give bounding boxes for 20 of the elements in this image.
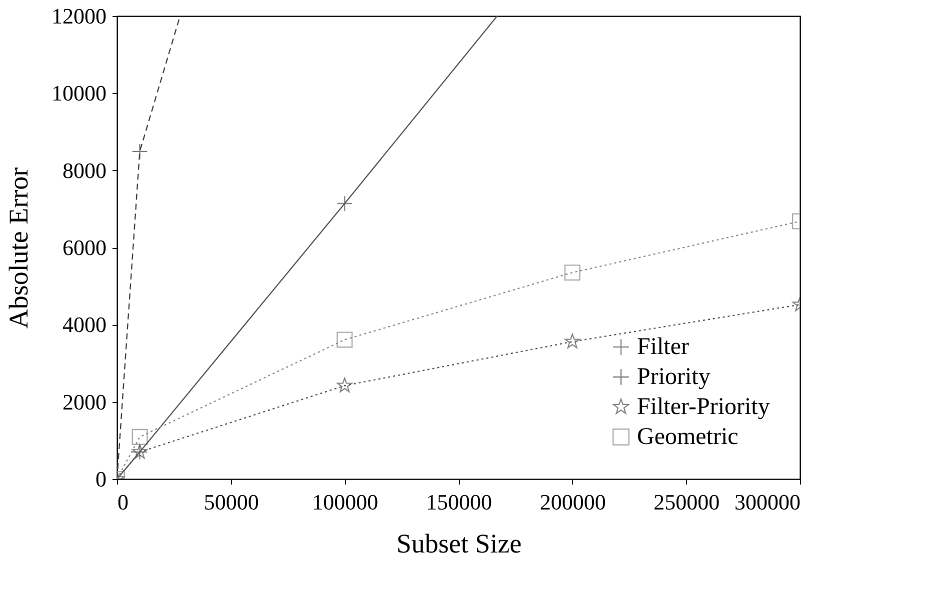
y-axis-title: Absolute Error <box>4 167 34 329</box>
legend-label: Geometric <box>637 424 738 450</box>
x-tick-label: 50000 <box>204 490 259 514</box>
legend-label: Filter <box>637 334 690 360</box>
x-axis-title: Subset Size <box>396 528 522 558</box>
x-tick-label: 300000 <box>734 490 800 514</box>
x-tick-label: 200000 <box>540 490 606 514</box>
y-tick-label: 0 <box>96 466 106 492</box>
y-tick-label: 6000 <box>62 235 106 260</box>
y-tick-label: 2000 <box>62 389 106 414</box>
x-tick-label: 0 <box>118 490 128 514</box>
y-tick-label: 4000 <box>62 312 106 338</box>
x-tick-label: 150000 <box>426 490 492 514</box>
x-tick-label: 100000 <box>312 490 378 514</box>
legend-label: Filter-Priority <box>637 394 770 420</box>
y-tick-label: 8000 <box>62 158 106 183</box>
x-tick-label: 250000 <box>654 490 720 514</box>
y-tick-label: 10000 <box>52 80 106 106</box>
legend-label: Priority <box>637 364 710 390</box>
y-tick-label: 12000 <box>52 4 106 28</box>
